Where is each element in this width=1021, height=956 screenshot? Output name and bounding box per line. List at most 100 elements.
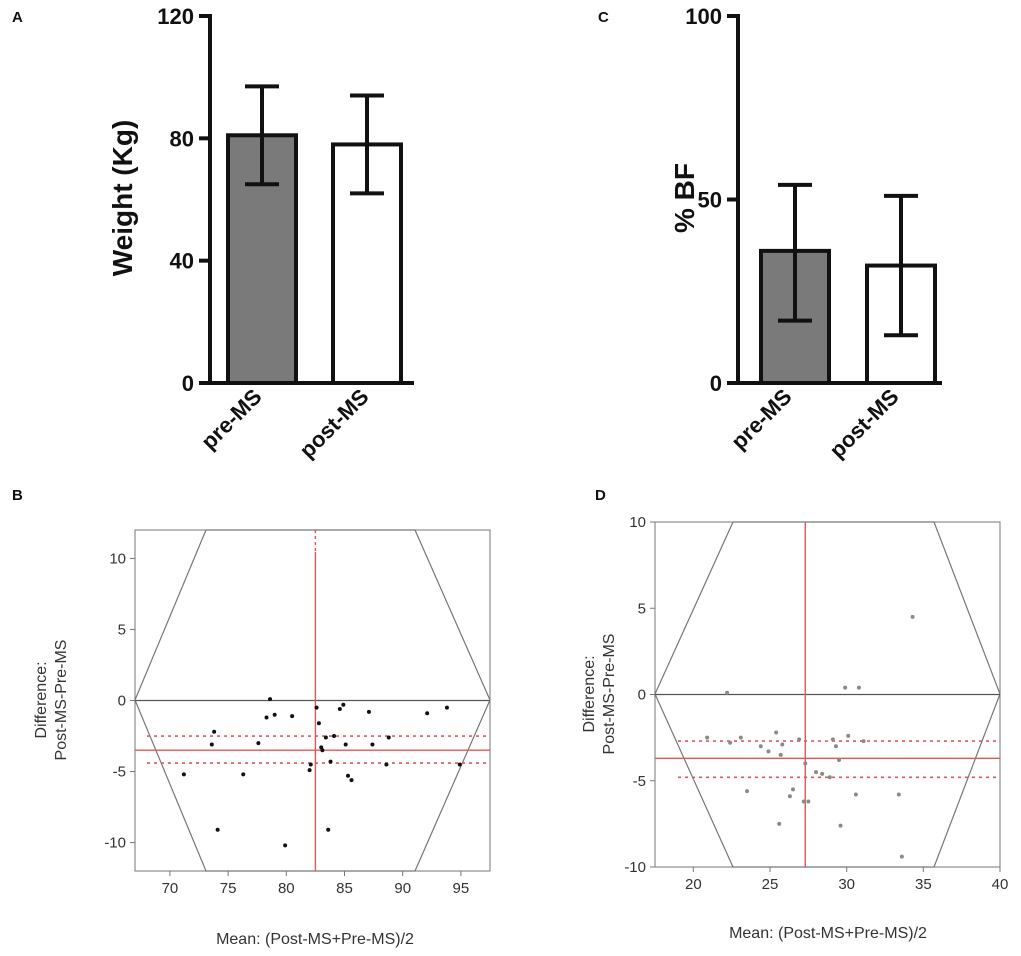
panel-c-y-axis-label: % BF [669,163,700,233]
panel-b-data-point [341,702,346,707]
panel-b-data-point [337,707,342,712]
panel-d-x-tick-label: 20 [685,876,702,893]
panel-b-data-point [326,827,331,832]
panel-d-x-tick-label: 30 [838,876,855,893]
panel-d-data-point [725,690,730,695]
panel-b-data-point [316,721,321,726]
panel-d-y-tick-label: -5 [633,773,646,790]
panel-b-x-tick-label: 85 [336,880,353,897]
panel-d-x-tick-label: 35 [915,876,932,893]
panel-b-x-tick-label: 80 [278,880,295,897]
panel-d-x-axis-label: Mean: (Post-MS+Pre-MS)/2 [729,925,927,942]
panel-d-data-point [838,823,843,828]
panel-b-data-point [256,741,261,746]
panel-b-data-point [366,709,371,714]
panel-a-y-tick-label: 80 [170,126,194,151]
panel-b-data-point [425,711,430,716]
panel-d-y-tick-label: -10 [624,859,646,876]
panel-b-data-point [349,778,354,783]
panel-b-x-tick-label: 70 [162,880,179,897]
panel-d-data-point [843,685,848,690]
panel-d-data-point [787,794,792,799]
panel-b-y-tick-label: 10 [109,550,126,567]
panel-b-data-point [457,762,462,767]
panel-c-y-tick-label: 0 [710,371,722,396]
panel-a-category-pre-ms: pre-MS [196,384,266,454]
panel-letter-c: C [598,9,609,26]
panel-d-y-tick-label: 0 [638,687,646,704]
panel-d-data-point [846,733,851,738]
panel-b-y-axis-label-line1: Difference: [33,661,50,738]
panel-d-data-point [791,787,795,792]
panel-b-data-point [328,759,333,764]
panel-b-x-axis-label: Mean: (Post-MS+Pre-MS)/2 [216,931,414,948]
panel-d-data-point [827,775,832,780]
panel-b-data-point [212,729,217,734]
panel-b-data-point [264,715,269,720]
panel-d-data-point [801,799,806,804]
panel-d-data-point [738,735,743,740]
panel-a-weight-bar-chart: 0 40 80 120 Weight (Kg) pre-MS post-MS [107,4,414,463]
panel-b-x-tick-label: 90 [394,880,411,897]
panel-b-data-point [209,742,214,747]
panel-d-data-point [806,799,811,804]
panel-a-category-post-ms: post-MS [295,384,374,463]
panel-d-data-point [856,685,861,690]
panel-b-data-point [386,735,391,740]
panel-d-data-point [803,761,808,766]
panel-d-data-point [728,740,733,745]
panel-b-data-point [307,768,312,773]
panel-d-data-point [814,770,818,775]
panel-d-data-point [780,742,785,747]
panel-d-data-point [820,771,825,776]
panel-letter-b: B [12,487,23,504]
panel-b-data-point [346,773,350,778]
panel-b-data-point [308,762,313,767]
panel-d-data-point [837,758,841,763]
panel-b-data-point [290,714,295,719]
panel-b-bland-altman-weight: 70 75 80 85 90 95 -10 -5 0 5 10 Mean: (Post-MS+Pre… [33,529,491,948]
panel-b-data-point [343,742,348,747]
panel-c-body-fat-bar-chart: 0 50 100 % BF pre-MS post-MS [669,4,942,463]
panel-d-data-point [830,737,835,742]
panel-a-y-axis-label: Weight (Kg) [107,120,138,277]
panel-d-data-point [745,789,749,794]
panel-d-data-point [705,735,710,740]
panel-b-data-point [181,772,186,777]
panel-c-category-pre-ms: pre-MS [726,384,796,454]
panel-d-x-tick-label: 40 [992,876,1009,893]
panel-b-data-point [323,735,328,740]
panel-b-data-point [283,843,288,848]
panel-b-y-tick-label: -10 [104,835,126,852]
panel-c-y-tick-label: 50 [698,188,722,213]
panel-d-data-point [861,739,866,744]
panel-letter-d: D [595,487,606,504]
panel-b-y-axis-label-line2: Post-MS-Pre-MS [53,640,70,761]
panel-b-y-tick-label: -5 [113,764,126,781]
panel-b-data-point [444,705,449,710]
panel-d-data-point [758,744,763,749]
panel-b-y-tick-label: 0 [118,693,126,710]
panel-d-data-point [774,730,779,735]
panel-b-x-tick-label: 75 [220,880,237,897]
panel-d-data-point [797,737,802,742]
panel-b-x-tick-label: 95 [453,880,470,897]
panel-d-y-tick-label: 10 [629,514,646,531]
panel-d-y-tick-label: 5 [638,600,646,617]
panel-b-data-point [241,772,246,777]
panel-b-data-point [319,745,324,750]
panel-b-data-point [268,697,273,702]
panel-b-data-point [314,705,319,710]
panel-d-data-point [833,744,838,749]
panel-d-data-point [777,821,782,826]
panel-letter-a: A [12,9,23,26]
panel-d-data-point [910,614,915,619]
panel-d-data-point [899,854,904,859]
panel-d-data-point [766,749,771,754]
panel-d-data-point [853,792,858,797]
panel-d-y-axis-label-line2: Post-MS-Pre-MS [601,634,618,755]
panel-d-data-point [778,752,783,757]
panel-a-y-tick-label: 40 [170,249,194,274]
panel-b-data-point [272,712,277,717]
